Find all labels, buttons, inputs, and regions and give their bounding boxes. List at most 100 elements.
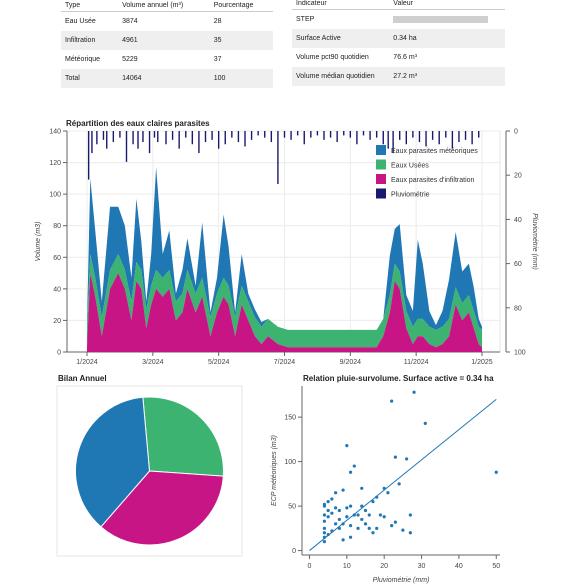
table-cell: Surface Active xyxy=(292,29,390,48)
y-tick-label: 80 xyxy=(53,223,61,230)
legend-swatch xyxy=(376,145,386,155)
scatter-point xyxy=(382,486,386,490)
table-header-row: Indicateur Valeur xyxy=(292,0,505,10)
scatter-x-axis-label: Pluviométrie (mm) xyxy=(373,577,430,584)
scatter-point xyxy=(337,508,341,513)
scatter-point xyxy=(386,491,390,495)
legend-swatch xyxy=(376,174,386,184)
series-usees-area xyxy=(87,254,482,348)
table-row: Volume médian quotidien 27.2 m³ xyxy=(292,67,505,86)
scatter-point xyxy=(352,464,356,468)
scatter-point xyxy=(371,500,375,504)
scatter-point xyxy=(363,522,368,526)
legend-label: Eaux parasites météoriques xyxy=(391,148,478,155)
table-cell: Volume pct90 quotidien xyxy=(296,54,369,61)
y2-tick-label: 60 xyxy=(514,261,522,268)
x-tick-label: 7/2024 xyxy=(274,359,296,366)
scatter-point xyxy=(348,535,353,539)
table-cell: 37 xyxy=(213,56,222,63)
scatter-point xyxy=(348,524,353,528)
scatter-point xyxy=(494,470,498,474)
volume-table: Type Volume annuel (m³) Pourcentage Eau … xyxy=(61,0,273,88)
scatter-point xyxy=(330,511,334,515)
y2-axis-label: Pluviométrie (mm) xyxy=(531,213,538,270)
column-header: Indicateur xyxy=(292,0,390,10)
table-row: Eau Usée 3874 28 xyxy=(61,12,273,32)
scatter-point xyxy=(345,506,349,510)
scatter-point xyxy=(326,500,330,504)
x-tick-label: 1/2024 xyxy=(76,359,98,366)
table-cell: Eau Usée xyxy=(65,18,96,25)
y2-tick-label: 0 xyxy=(514,129,518,136)
area-chart-title: Répartition des eaux claires parasites xyxy=(66,119,210,128)
scatter-point xyxy=(371,531,375,535)
scatter-y-tick-label: 100 xyxy=(284,459,296,466)
table-cell: Météorique xyxy=(65,56,101,63)
table-row: Total 14064 100 xyxy=(61,69,273,88)
legend-label: Eaux Usées xyxy=(391,163,429,170)
scatter-point xyxy=(334,491,338,495)
legend-label: Pluviométrie xyxy=(391,192,430,199)
scatter-point xyxy=(363,508,368,513)
scatter-x-tick-label: 20 xyxy=(380,563,388,570)
y-tick-label: 60 xyxy=(53,255,61,262)
scatter-y-tick-label: 50 xyxy=(288,504,296,511)
y-tick-label: 20 xyxy=(53,318,61,325)
y-tick-label: 100 xyxy=(49,192,61,199)
y-tick-label: 120 xyxy=(49,160,61,167)
trend-line xyxy=(309,398,497,551)
pie-slice xyxy=(142,396,224,477)
scatter-y-tick-label: 150 xyxy=(284,415,296,422)
scatter-point xyxy=(360,517,364,522)
scatter-point xyxy=(390,524,394,528)
scatter-point xyxy=(322,513,327,517)
scatter-point xyxy=(345,443,349,448)
x-tick-label: 1/2025 xyxy=(471,359,493,366)
scatter-point xyxy=(367,526,371,530)
scatter-point xyxy=(322,519,327,523)
table-cell: 35 xyxy=(209,31,273,50)
scatter-point xyxy=(337,526,341,530)
scatter-point xyxy=(390,399,394,403)
table-row: Météorique 5229 37 xyxy=(61,50,273,69)
scatter-point xyxy=(356,513,360,517)
scatter-y-tick-label: 0 xyxy=(292,548,296,555)
column-header: Volume annuel (m³) xyxy=(118,0,210,12)
scatter-x-tick-label: 10 xyxy=(343,563,351,570)
scatter-point xyxy=(423,421,427,425)
table-cell: 0.34 ha xyxy=(389,29,505,48)
scatter-point xyxy=(326,508,330,513)
table-cell: Infiltration xyxy=(61,31,119,50)
scatter-x-tick-label: 50 xyxy=(492,563,500,570)
scatter-point xyxy=(360,504,364,508)
scatter-point xyxy=(348,504,353,508)
table-cell: 5229 xyxy=(122,56,138,63)
scatter-point xyxy=(405,457,409,461)
x-tick-label: 5/2024 xyxy=(208,359,230,366)
table-cell xyxy=(389,10,505,30)
scatter-point xyxy=(326,515,330,519)
table-cell: 3874 xyxy=(122,18,138,25)
y2-tick-label: 80 xyxy=(514,305,522,312)
scatter-point xyxy=(334,522,338,526)
scatter-point xyxy=(341,538,345,542)
table-row: Volume pct90 quotidien 76.6 m³ xyxy=(292,48,505,67)
scatter-chart-title: Relation pluie-survolume. Surface active… xyxy=(303,374,494,383)
table-cell: 100 xyxy=(209,69,273,88)
scatter-point xyxy=(397,482,401,486)
scatter-point xyxy=(360,486,364,490)
series-infiltration-area xyxy=(87,273,482,352)
table-cell: 4961 xyxy=(118,31,210,50)
table-cell: 28 xyxy=(213,18,222,25)
legend-swatch xyxy=(376,188,386,199)
y2-tick-label: 100 xyxy=(514,350,526,357)
scatter-point xyxy=(322,526,327,530)
scatter-point xyxy=(334,506,338,510)
x-tick-label: 9/2024 xyxy=(340,359,362,366)
y-tick-label: 0 xyxy=(57,350,61,357)
scatter-point xyxy=(322,502,327,506)
x-tick-label: 11/2024 xyxy=(404,359,429,366)
scatter-point xyxy=(345,515,349,519)
scatter-point xyxy=(401,528,405,532)
